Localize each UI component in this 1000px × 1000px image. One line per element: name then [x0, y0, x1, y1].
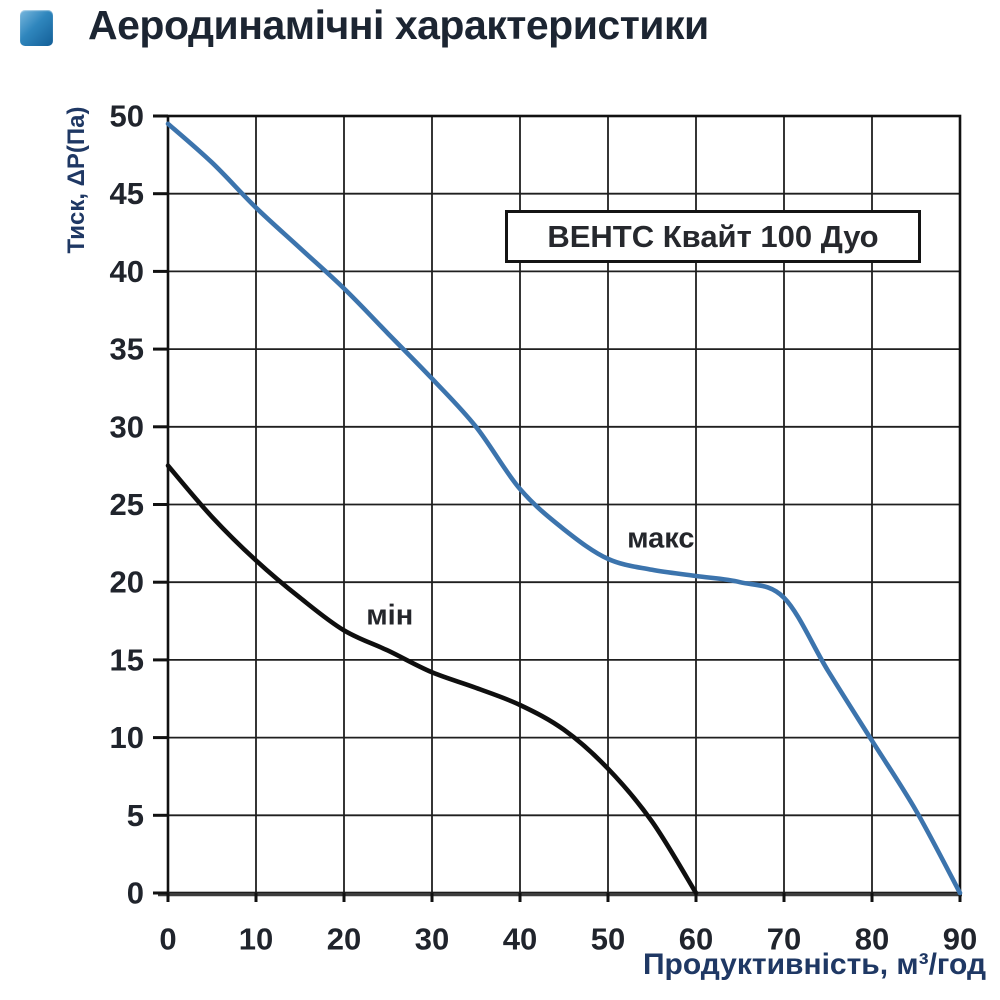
- y-tick-label: 30: [110, 409, 144, 444]
- curve-label-min: мін: [366, 599, 414, 632]
- y-tick-label: 25: [110, 487, 144, 522]
- y-axis-title: Тиск, ΔР(Па): [63, 106, 90, 254]
- x-tick-label: 0: [159, 921, 176, 956]
- curve-min: [165, 463, 699, 896]
- page-title: Аеродинамічні характеристики: [88, 2, 709, 48]
- x-tick-label: 60: [679, 921, 713, 956]
- y-tick-label: 35: [110, 332, 144, 367]
- curve-max: [165, 121, 963, 896]
- x-tick-label: 10: [239, 921, 273, 956]
- x-tick-label: 90: [943, 921, 977, 956]
- y-tick-label: 15: [110, 642, 144, 677]
- x-tick-label: 20: [327, 921, 361, 956]
- x-tick-label: 40: [503, 921, 537, 956]
- y-tick-label: 10: [110, 720, 144, 755]
- y-tick-label: 20: [110, 565, 144, 600]
- x-tick-label: 30: [415, 921, 449, 956]
- section-bullet-icon: [20, 10, 53, 46]
- section-header: Аеродинамічні характеристики: [0, 0, 1000, 70]
- model-label-box: ВЕНТС Квайт 100 Дуо: [505, 210, 921, 263]
- y-tick-label: 0: [127, 876, 144, 911]
- x-axis-title: Продуктивність, м³/год: [642, 948, 986, 981]
- curve-label-max: макс: [627, 522, 695, 555]
- y-tick-label: 5: [127, 798, 144, 833]
- y-tick-label: 45: [110, 176, 144, 211]
- model-label: ВЕНТС Квайт 100 Дуо: [547, 218, 879, 254]
- x-tick-label: 80: [855, 921, 889, 956]
- y-tick-label: 50: [110, 99, 144, 134]
- x-tick-label: 70: [767, 921, 801, 956]
- x-tick-label: 50: [591, 921, 625, 956]
- y-tick-label: 40: [110, 254, 144, 289]
